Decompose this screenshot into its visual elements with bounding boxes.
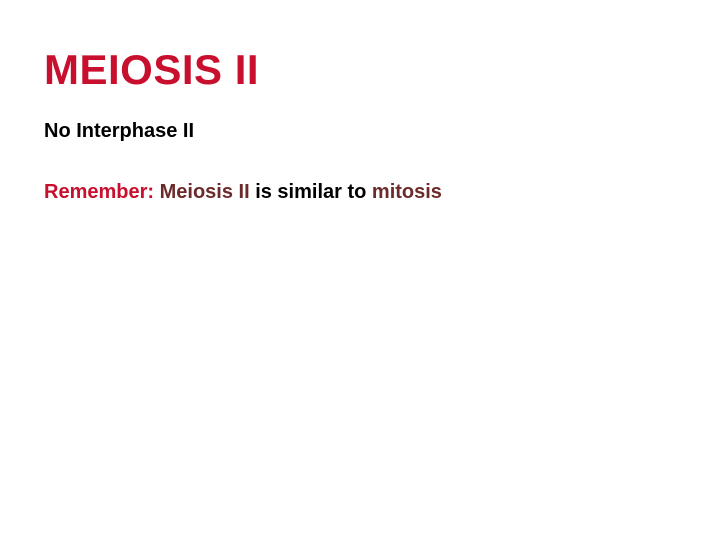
slide-subtitle: No Interphase II: [44, 120, 676, 143]
remember-middle: is similar to: [250, 181, 372, 203]
remember-mitosis: mitosis: [372, 181, 442, 203]
slide-remember-line: Remember: Meiosis II is similar to mitos…: [44, 181, 676, 204]
slide-title: MEIOSIS II: [44, 48, 676, 92]
slide: MEIOSIS II No Interphase II Remember: Me…: [0, 0, 720, 540]
remember-prefix: Remember:: [44, 181, 160, 203]
remember-meiosis: Meiosis II: [160, 181, 250, 203]
